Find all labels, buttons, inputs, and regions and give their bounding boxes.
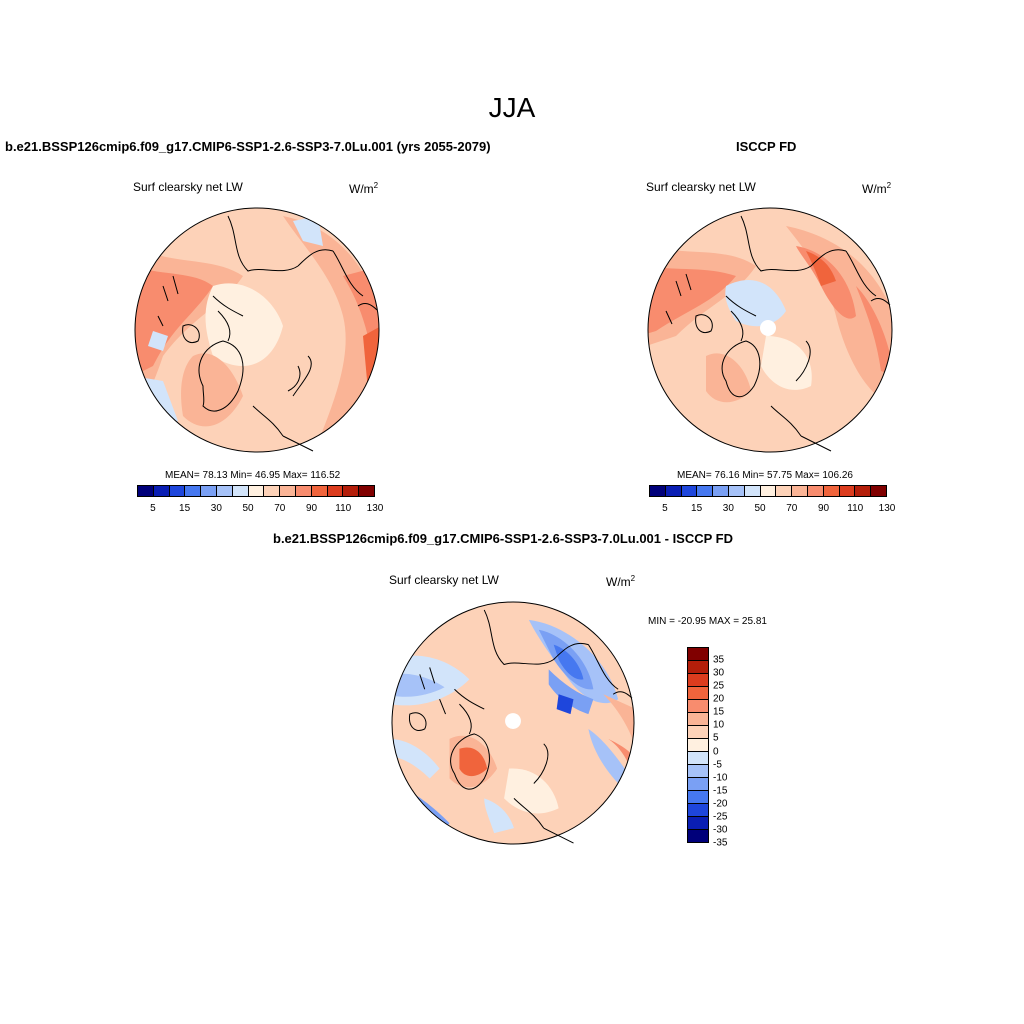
model-colorbar-swatch bbox=[311, 486, 328, 496]
diff-panel-title: b.e21.BSSP126cmip6.f09_g17.CMIP6-SSP1-2.… bbox=[273, 531, 734, 546]
diff-colorbar-swatch bbox=[688, 739, 708, 752]
diff-colorbar-swatch bbox=[688, 700, 708, 713]
obs-units-label: W/m2 bbox=[862, 181, 892, 196]
obs-polar-map bbox=[647, 207, 893, 453]
diff-colorbar-tick-label: -35 bbox=[713, 837, 728, 849]
model-colorbar bbox=[137, 485, 375, 497]
diff-colorbar-swatch bbox=[688, 687, 708, 700]
diff-colorbar-swatch bbox=[688, 778, 708, 791]
model-colorbar-tick-label: 50 bbox=[242, 503, 254, 514]
model-colorbar-swatch bbox=[295, 486, 312, 496]
diff-colorbar-labels: 35 30 25 20 15 10 5 0 -5 -10 -15 -20 -25 -30 -35 bbox=[713, 647, 753, 849]
obs-panel-title: ISCCP FD bbox=[736, 139, 797, 154]
diff-colorbar-swatch bbox=[688, 804, 708, 817]
model-colorbar-tick-label: 90 bbox=[305, 503, 318, 514]
model-colorbar-swatch bbox=[138, 486, 154, 496]
diff-colorbar-swatch bbox=[688, 648, 708, 661]
obs-stats: MEAN= 76.16 Min= 57.75 Max= 106.26 bbox=[677, 470, 853, 481]
obs-colorbar-swatch bbox=[807, 486, 824, 496]
diff-colorbar bbox=[687, 647, 709, 843]
obs-colorbar-swatch bbox=[650, 486, 666, 496]
model-colorbar-tick-label: 130 bbox=[366, 503, 384, 514]
model-colorbar-tick-label: 110 bbox=[335, 503, 352, 514]
model-colorbar-swatch bbox=[248, 486, 265, 496]
obs-colorbar-tick-label: 30 bbox=[722, 503, 734, 514]
obs-colorbar-swatch bbox=[665, 486, 682, 496]
model-units-label: W/m2 bbox=[349, 181, 379, 196]
obs-colorbar-swatch bbox=[760, 486, 777, 496]
obs-colorbar-swatch bbox=[871, 486, 886, 496]
obs-variable-label: Surf clearsky net LW bbox=[646, 180, 756, 194]
model-colorbar-swatch bbox=[359, 486, 374, 496]
obs-colorbar-tick-label: 70 bbox=[786, 503, 798, 514]
model-colorbar-tick-label: 5 bbox=[150, 503, 156, 514]
diff-colorbar-tick-label: 0 bbox=[713, 746, 719, 758]
obs-colorbar-labels: 5 15 30 50 70 90 110 130 bbox=[649, 503, 895, 517]
model-polar-map bbox=[134, 207, 380, 453]
obs-colorbar-swatch bbox=[855, 486, 872, 496]
diff-colorbar-swatch bbox=[688, 752, 708, 765]
diff-colorbar-swatch bbox=[688, 726, 708, 739]
obs-colorbar-swatch bbox=[681, 486, 698, 496]
obs-colorbar-swatch bbox=[713, 486, 729, 496]
model-variable-label: Surf clearsky net LW bbox=[133, 180, 243, 194]
diff-colorbar-tick-label: 15 bbox=[713, 706, 725, 718]
model-colorbar-swatch bbox=[280, 486, 296, 496]
diff-stats: MIN = -20.95 MAX = 25.81 bbox=[648, 616, 767, 627]
model-colorbar-swatch bbox=[232, 486, 249, 496]
diff-colorbar-swatch bbox=[688, 713, 708, 726]
model-colorbar-tick-label: 70 bbox=[274, 503, 286, 514]
season-title: JJA bbox=[488, 92, 536, 123]
diff-colorbar-tick-label: -15 bbox=[713, 785, 728, 797]
diff-colorbar-swatch bbox=[688, 674, 708, 687]
model-colorbar-swatch bbox=[264, 486, 281, 496]
diff-colorbar-swatch bbox=[688, 661, 708, 674]
model-colorbar-swatch bbox=[153, 486, 170, 496]
model-colorbar-swatch bbox=[201, 486, 217, 496]
obs-colorbar-swatch bbox=[744, 486, 761, 496]
diff-colorbar-tick-label: -25 bbox=[713, 811, 728, 823]
obs-colorbar-tick-label: 15 bbox=[691, 503, 703, 514]
obs-colorbar-swatch bbox=[776, 486, 793, 496]
diff-colorbar-tick-label: -20 bbox=[713, 798, 728, 810]
diff-colorbar-tick-label: 25 bbox=[713, 680, 725, 692]
obs-colorbar-tick-label: 50 bbox=[754, 503, 766, 514]
obs-colorbar-swatch bbox=[697, 486, 714, 496]
obs-colorbar-swatch bbox=[728, 486, 745, 496]
diff-colorbar-tick-label: -30 bbox=[713, 824, 728, 836]
diff-colorbar-tick-label: 30 bbox=[713, 667, 725, 679]
model-colorbar-swatch bbox=[169, 486, 186, 496]
obs-colorbar-tick-label: 110 bbox=[847, 503, 864, 514]
obs-colorbar-tick-label: 5 bbox=[662, 503, 668, 514]
diff-colorbar-tick-label: 10 bbox=[713, 719, 725, 731]
model-colorbar-tick-label: 30 bbox=[210, 503, 222, 514]
obs-colorbar-tick-label: 130 bbox=[878, 503, 896, 514]
obs-colorbar-swatch bbox=[792, 486, 808, 496]
diff-colorbar-swatch bbox=[688, 765, 708, 778]
diff-colorbar-tick-label: 5 bbox=[713, 732, 719, 744]
diff-variable-label: Surf clearsky net LW bbox=[389, 573, 499, 587]
model-colorbar-swatch bbox=[216, 486, 233, 496]
diff-colorbar-swatch bbox=[688, 817, 708, 830]
obs-colorbar-swatch bbox=[839, 486, 856, 496]
diff-colorbar-tick-label: -10 bbox=[713, 772, 728, 784]
model-colorbar-swatch bbox=[327, 486, 344, 496]
obs-colorbar-tick-label: 90 bbox=[817, 503, 830, 514]
model-colorbar-swatch bbox=[343, 486, 360, 496]
diff-colorbar-tick-label: 20 bbox=[713, 693, 725, 705]
diff-colorbar-tick-label: -5 bbox=[713, 759, 722, 771]
diff-colorbar-swatch bbox=[688, 830, 708, 842]
obs-colorbar bbox=[649, 485, 887, 497]
model-stats: MEAN= 78.13 Min= 46.95 Max= 116.52 bbox=[165, 470, 341, 481]
diff-units-label: W/m2 bbox=[606, 574, 636, 589]
obs-colorbar-swatch bbox=[823, 486, 840, 496]
model-colorbar-labels: 5 15 30 50 70 90 110 130 bbox=[137, 503, 383, 517]
model-colorbar-swatch bbox=[185, 486, 202, 496]
diff-colorbar-tick-label: 35 bbox=[713, 654, 725, 666]
diff-polar-map bbox=[391, 601, 635, 845]
model-colorbar-tick-label: 15 bbox=[179, 503, 191, 514]
diff-colorbar-swatch bbox=[688, 791, 708, 804]
model-panel-title: b.e21.BSSP126cmip6.f09_g17.CMIP6-SSP1-2.… bbox=[5, 139, 491, 154]
